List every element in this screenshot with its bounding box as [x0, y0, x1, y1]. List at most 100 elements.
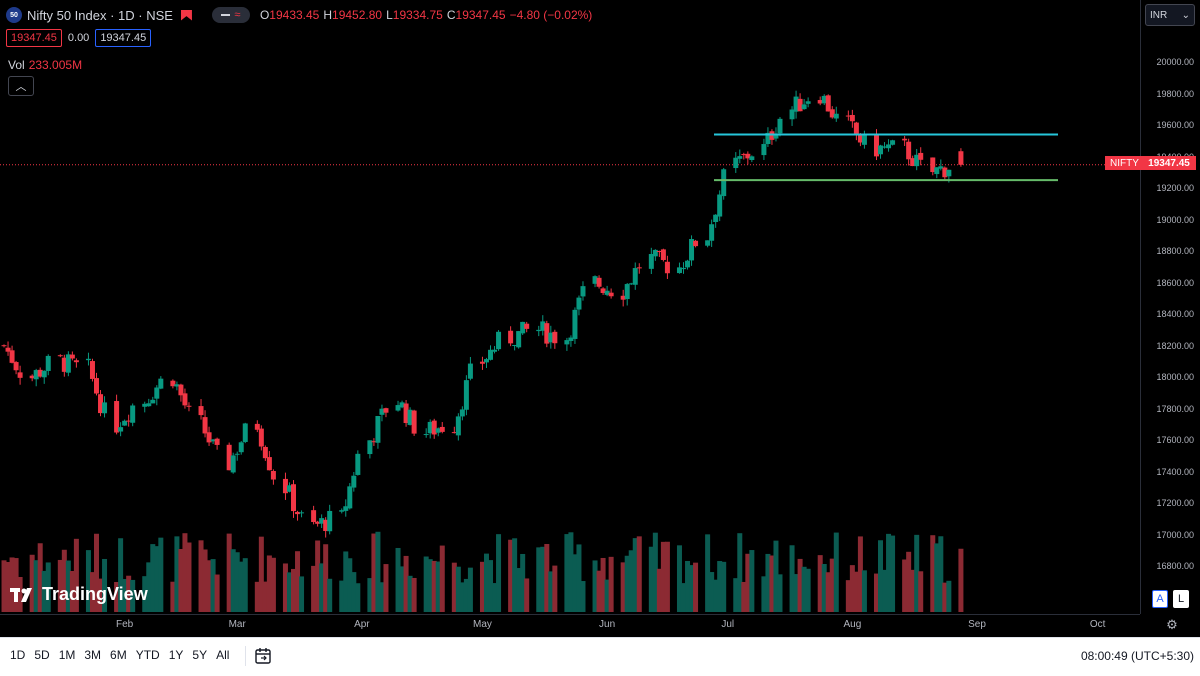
candle-body[interactable]	[942, 167, 948, 178]
candle-body[interactable]	[202, 417, 208, 434]
candle-body[interactable]	[270, 471, 276, 480]
candle-body[interactable]	[85, 358, 91, 361]
candle-body[interactable]	[488, 349, 494, 360]
candle-body[interactable]	[407, 409, 413, 425]
range-1m-button[interactable]: 1M	[58, 648, 76, 662]
candle-body[interactable]	[857, 135, 863, 143]
candle-body[interactable]	[427, 421, 433, 434]
candle-body[interactable]	[266, 457, 272, 471]
candle-body[interactable]	[576, 297, 582, 310]
candle-body[interactable]	[286, 485, 292, 492]
candle-body[interactable]	[254, 423, 260, 430]
candle-body[interactable]	[154, 387, 160, 399]
range-all-button[interactable]: All	[216, 648, 230, 662]
candle-body[interactable]	[628, 283, 634, 285]
candle-body[interactable]	[41, 370, 47, 378]
candle-body[interactable]	[540, 321, 546, 331]
candle-body[interactable]	[604, 290, 610, 295]
candle-body[interactable]	[230, 455, 236, 473]
candle-body[interactable]	[890, 140, 896, 145]
candle-body[interactable]	[496, 331, 502, 350]
candle-body[interactable]	[45, 355, 51, 371]
range-3m-button[interactable]: 3M	[84, 648, 102, 662]
candle-body[interactable]	[689, 239, 695, 261]
candle-body[interactable]	[946, 169, 952, 177]
candle-body[interactable]	[713, 214, 719, 223]
candle-body[interactable]	[295, 511, 301, 515]
candle-body[interactable]	[403, 403, 409, 423]
candle-body[interactable]	[319, 518, 325, 524]
candle-body[interactable]	[906, 141, 912, 160]
candle-body[interactable]	[1, 345, 7, 347]
candle-body[interactable]	[873, 133, 879, 157]
candle-body[interactable]	[383, 408, 389, 413]
gear-icon[interactable]: ⚙	[1166, 617, 1178, 632]
candle-body[interactable]	[741, 154, 747, 156]
candle-body[interactable]	[431, 420, 437, 435]
candle-body[interactable]	[355, 453, 361, 475]
candle-body[interactable]	[861, 133, 867, 145]
candle-body[interactable]	[520, 321, 526, 334]
candle-body[interactable]	[375, 415, 381, 443]
candle-body[interactable]	[821, 95, 827, 104]
candle-body[interactable]	[315, 521, 321, 524]
candle-body[interactable]	[122, 420, 128, 426]
candle-body[interactable]	[660, 249, 666, 260]
candle-body[interactable]	[186, 405, 192, 407]
range-1d-button[interactable]: 1D	[10, 648, 26, 662]
candle-body[interactable]	[636, 267, 642, 269]
candle-body[interactable]	[459, 409, 465, 417]
candle-body[interactable]	[210, 439, 216, 442]
candle-body[interactable]	[9, 350, 15, 363]
candle-body[interactable]	[805, 101, 811, 104]
candle-body[interactable]	[910, 158, 916, 167]
candle-body[interactable]	[311, 510, 317, 523]
candle-body[interactable]	[769, 131, 775, 140]
candle-body[interactable]	[664, 261, 670, 274]
candle-body[interactable]	[761, 144, 767, 156]
candle-body[interactable]	[680, 267, 686, 270]
candle-body[interactable]	[57, 355, 63, 357]
candle-body[interactable]	[564, 340, 570, 345]
candle-body[interactable]	[291, 484, 297, 512]
buy-price-button[interactable]: 19347.45	[95, 29, 152, 47]
candle-body[interactable]	[347, 486, 353, 509]
candle-body[interactable]	[451, 432, 457, 434]
candle-body[interactable]	[524, 323, 530, 329]
candle-body[interactable]	[351, 475, 357, 488]
candle-body[interactable]	[773, 133, 779, 139]
candle-body[interactable]	[206, 432, 212, 443]
candle-body[interactable]	[142, 403, 148, 407]
auto-scale-button[interactable]: A	[1152, 590, 1168, 608]
candle-body[interactable]	[463, 380, 469, 410]
candle-body[interactable]	[5, 347, 11, 352]
candle-body[interactable]	[829, 109, 835, 118]
candle-body[interactable]	[745, 153, 751, 159]
candle-body[interactable]	[69, 354, 75, 359]
candle-body[interactable]	[878, 145, 884, 155]
candle-body[interactable]	[371, 441, 377, 443]
candle-body[interactable]	[492, 349, 498, 352]
candle-body[interactable]	[37, 369, 43, 377]
candle-body[interactable]	[158, 378, 164, 389]
candle-body[interactable]	[914, 154, 920, 167]
price-scale[interactable]	[1140, 0, 1200, 614]
candle-body[interactable]	[886, 144, 892, 149]
candle-body[interactable]	[282, 478, 288, 494]
candle-body[interactable]	[817, 100, 823, 104]
candle-body[interactable]	[467, 363, 473, 379]
candle-body[interactable]	[89, 361, 95, 379]
candle-body[interactable]	[608, 292, 614, 297]
candle-body[interactable]	[61, 357, 67, 372]
candle-body[interactable]	[777, 118, 783, 134]
candle-body[interactable]	[801, 104, 807, 110]
candle-body[interactable]	[733, 157, 739, 169]
candle-body[interactable]	[632, 268, 638, 285]
collapse-legend-button[interactable]: ︿	[8, 76, 34, 96]
range-1y-button[interactable]: 1Y	[168, 648, 184, 662]
candle-body[interactable]	[620, 295, 626, 300]
candle-body[interactable]	[592, 276, 598, 284]
candle-body[interactable]	[327, 510, 333, 532]
candle-body[interactable]	[508, 330, 514, 344]
candle-body[interactable]	[399, 402, 405, 408]
